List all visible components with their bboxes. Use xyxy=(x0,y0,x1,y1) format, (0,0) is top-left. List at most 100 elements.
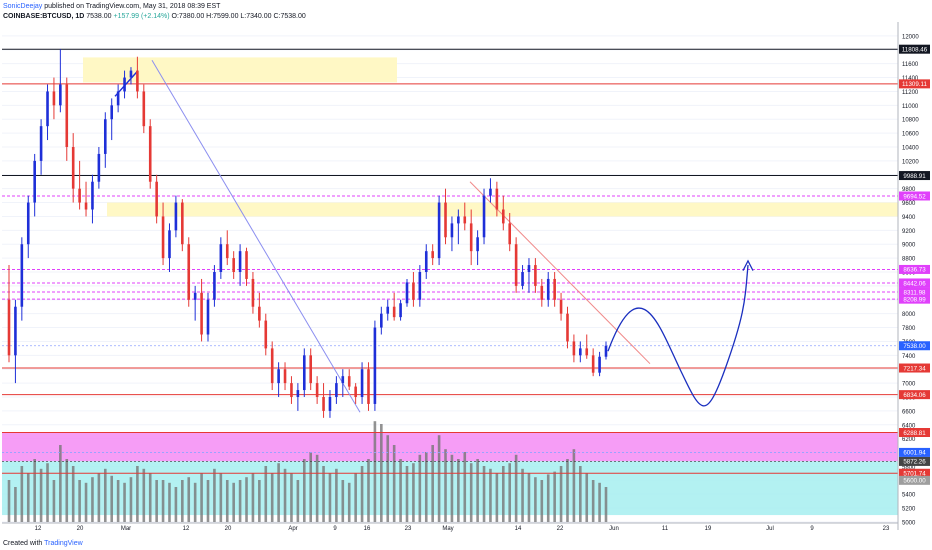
candle-body xyxy=(46,91,49,127)
volume-bar xyxy=(46,463,49,522)
candle-body xyxy=(277,369,280,384)
price-label-text: 8208.99 xyxy=(903,296,926,303)
candle-body xyxy=(258,306,261,321)
candle-body xyxy=(97,153,101,182)
volume-bar xyxy=(225,480,229,522)
price-label-text: 11309.11 xyxy=(902,81,927,88)
candle-body xyxy=(161,216,165,259)
price-label-box xyxy=(899,390,930,400)
candle-body xyxy=(283,369,287,384)
price-label-box xyxy=(899,341,930,351)
candle-body xyxy=(386,306,390,314)
volume-bar xyxy=(155,480,158,522)
y-tick-label: 12000 xyxy=(902,34,919,40)
candle-body xyxy=(309,355,313,384)
price-label-text: 6834.06 xyxy=(903,392,926,399)
volume-bar xyxy=(168,482,171,522)
footer: Created with TradingView xyxy=(3,540,83,547)
x-tick-label: 19 xyxy=(705,526,712,532)
volume-bar xyxy=(59,445,62,522)
price-label-text: 5872.26 xyxy=(903,459,926,466)
trend-line xyxy=(469,181,651,365)
tradingview-logo-text[interactable]: TradingView xyxy=(44,540,83,547)
volume-bar xyxy=(277,463,280,522)
volume-bar xyxy=(335,468,338,522)
volume-bar xyxy=(585,473,589,522)
volume-bar xyxy=(52,480,56,522)
candle-body xyxy=(123,77,126,92)
candle-body xyxy=(296,390,300,397)
y-tick-label: 7400 xyxy=(902,354,916,360)
volume-bar xyxy=(193,482,197,522)
candle-body xyxy=(290,383,293,397)
price-label-text: 5701.74 xyxy=(903,471,926,478)
candle-body xyxy=(84,202,88,210)
candle-body xyxy=(20,244,24,307)
candle-body xyxy=(225,244,229,259)
y-tick-label: 11200 xyxy=(902,90,919,96)
ohlc-values: O:7380.00 H:7599.00 L:7340.00 C:7538.00 xyxy=(171,13,306,20)
candle-body xyxy=(245,251,248,279)
y-tick-label: 7000 xyxy=(902,382,916,388)
candle-body xyxy=(501,209,505,224)
volume-bar xyxy=(540,480,544,522)
candle-body xyxy=(59,84,62,106)
volume-bar xyxy=(457,459,460,522)
volume-bar xyxy=(181,480,184,522)
price-label-text: 9988.91 xyxy=(903,173,926,180)
x-tick-label: 20 xyxy=(77,526,84,532)
volume-bar xyxy=(463,452,467,522)
candle-body xyxy=(463,216,467,224)
volume-bar xyxy=(360,466,364,522)
candle-body xyxy=(251,278,255,307)
candle-body xyxy=(405,282,409,304)
candle-body xyxy=(566,313,569,342)
volume-bar xyxy=(258,480,261,522)
price-label-text: 7538.00 xyxy=(903,343,926,350)
volume-bar xyxy=(161,480,165,522)
price-label-box xyxy=(899,363,930,373)
y-tick-label: 5400 xyxy=(902,493,916,499)
price-label-box xyxy=(899,171,930,181)
price-label-box xyxy=(899,447,930,457)
volume-bar xyxy=(367,459,370,522)
x-tick-label: 23 xyxy=(405,526,412,532)
volume-bar xyxy=(136,466,139,522)
volume-bar xyxy=(238,480,242,522)
author-link[interactable]: SonicDeejay xyxy=(3,3,43,10)
volume-bar xyxy=(572,449,576,522)
candle-body xyxy=(116,91,120,106)
y-tick-label: 9400 xyxy=(902,215,916,221)
candle-body xyxy=(546,278,550,300)
chart-header: SonicDeejay published on TradingView.com… xyxy=(3,2,306,22)
volume-bar xyxy=(264,466,268,522)
x-tick-label: 20 xyxy=(225,526,232,532)
volume-bar xyxy=(392,445,396,522)
horizontal-levels xyxy=(2,48,898,474)
candle-body xyxy=(39,126,43,161)
candle-body xyxy=(181,202,184,245)
time-axis[interactable]: 12 20 Mar 12 20 Apr 9 16 23 May 14 22 Jun 11 19 Jul 9 23 xyxy=(2,522,898,532)
y-tick-label: 8800 xyxy=(902,257,916,263)
volume-bar xyxy=(527,473,531,522)
candle-body xyxy=(270,348,274,384)
candle-body xyxy=(521,272,524,286)
candle-body xyxy=(110,105,114,120)
demand-zone xyxy=(2,432,898,462)
y-tick-label: 10400 xyxy=(902,146,919,152)
x-tick-label: May xyxy=(442,526,453,532)
symbol-label: COINBASE:BTCUSD, 1D xyxy=(3,13,85,20)
volume-bar xyxy=(97,473,101,522)
candles[interactable] xyxy=(7,49,608,418)
candle-body xyxy=(78,188,81,203)
volume-bar xyxy=(354,473,357,522)
price-label-box xyxy=(899,287,930,297)
y-tick-label: 5800 xyxy=(902,465,916,471)
volume-bar xyxy=(315,454,319,522)
volume-bar xyxy=(405,466,409,522)
volume-bar xyxy=(521,468,524,522)
volume-bar xyxy=(501,466,505,522)
price-label-box xyxy=(899,191,930,201)
price-labels: 11808.46 11309.11 9988.91 9694.52 8636.73 844… xyxy=(899,44,930,485)
